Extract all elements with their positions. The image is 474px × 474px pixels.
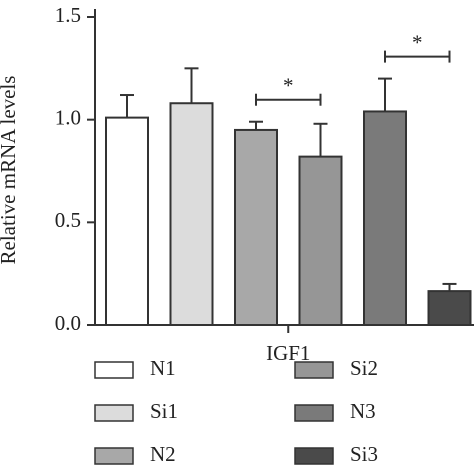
legend-swatch bbox=[94, 447, 134, 465]
y-axis-label: Relative mRNA levels bbox=[0, 76, 20, 265]
x-tick-label: IGF1 bbox=[266, 341, 310, 365]
legend-label: N1 bbox=[150, 356, 176, 380]
legend-swatch bbox=[294, 447, 334, 465]
significance-label: * bbox=[412, 30, 423, 54]
legend-swatch bbox=[294, 361, 334, 379]
y-tick-label: 0.5 bbox=[55, 208, 81, 232]
y-tick-label: 1.5 bbox=[55, 3, 81, 27]
legend-label: Si2 bbox=[350, 356, 378, 380]
y-tick-label: 1.0 bbox=[55, 105, 81, 129]
legend-swatch bbox=[294, 404, 334, 422]
legend-label: N2 bbox=[150, 442, 176, 466]
legend-label: Si3 bbox=[350, 442, 378, 466]
legend-label: N3 bbox=[350, 399, 376, 423]
legend-label: Si1 bbox=[150, 399, 178, 423]
legend-swatch bbox=[94, 361, 134, 379]
bar bbox=[105, 116, 149, 327]
significance-label: * bbox=[283, 74, 294, 98]
bar bbox=[169, 102, 214, 326]
bar bbox=[363, 110, 407, 326]
bar bbox=[234, 128, 278, 326]
y-tick-label: 0.0 bbox=[55, 311, 81, 335]
bar bbox=[427, 290, 472, 326]
bar bbox=[298, 155, 343, 326]
legend-swatch bbox=[94, 404, 134, 422]
